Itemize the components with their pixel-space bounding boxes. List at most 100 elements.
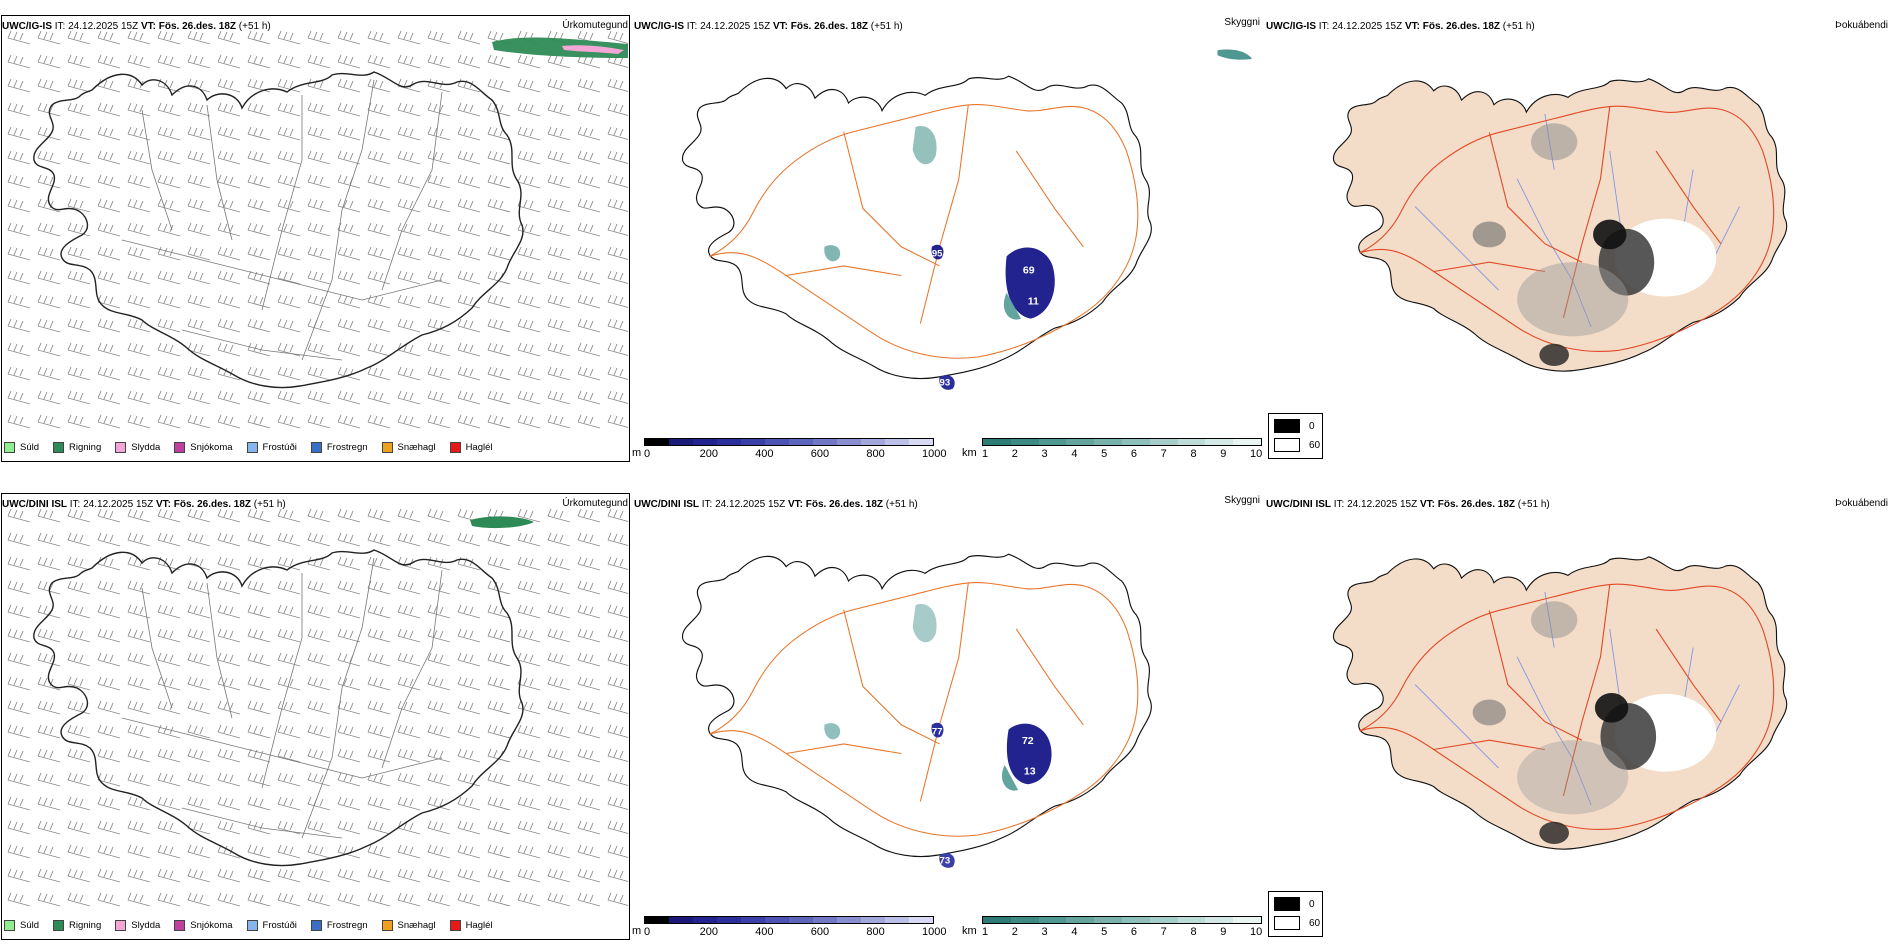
wind-barb bbox=[157, 748, 181, 763]
wind-barb bbox=[337, 342, 361, 357]
legend-label: Snjókoma bbox=[190, 919, 233, 931]
wind-barb bbox=[217, 246, 241, 261]
it-value: 24.12.2025 15Z bbox=[1347, 499, 1418, 510]
wind-barb bbox=[277, 270, 301, 285]
wind-barb bbox=[157, 318, 181, 333]
wind-barb bbox=[487, 198, 511, 213]
wind-barb bbox=[457, 126, 481, 141]
wind-barb bbox=[187, 294, 211, 309]
colorbar-segment bbox=[717, 917, 741, 923]
wind-barb bbox=[217, 772, 241, 787]
wind-barb bbox=[397, 198, 421, 213]
wind-barb bbox=[37, 270, 61, 285]
wind-barb bbox=[277, 246, 301, 261]
wind-barb bbox=[7, 222, 31, 237]
wind-barb bbox=[247, 556, 271, 571]
wind-barb bbox=[397, 54, 421, 69]
wind-barb bbox=[487, 246, 511, 261]
wind-barb bbox=[577, 676, 601, 691]
wind-barb bbox=[337, 604, 361, 619]
colorbar-segment bbox=[909, 917, 933, 923]
wind-barb bbox=[427, 844, 451, 859]
wind-barb bbox=[457, 820, 481, 835]
wind-barb bbox=[517, 676, 541, 691]
wind-barb bbox=[547, 390, 571, 405]
wind-barb bbox=[247, 270, 271, 285]
wind-barb bbox=[517, 820, 541, 835]
it-label: IT: bbox=[1333, 499, 1345, 510]
wind-barb bbox=[247, 366, 271, 381]
wind-barb bbox=[367, 366, 391, 381]
wind-barb bbox=[127, 126, 151, 141]
wind-barb bbox=[337, 222, 361, 237]
lead-time: (+51 h) bbox=[238, 21, 271, 32]
fog-field bbox=[1472, 601, 1717, 845]
wind-barb bbox=[427, 508, 451, 523]
wind-barb bbox=[157, 126, 181, 141]
legend-swatch bbox=[174, 919, 186, 931]
legend-swatch bbox=[246, 919, 258, 931]
wind-barb bbox=[307, 868, 331, 883]
legend-label: Snæhagl bbox=[397, 441, 436, 453]
wind-barb bbox=[247, 198, 271, 213]
legend-swatch bbox=[53, 441, 65, 453]
wind-barb bbox=[97, 604, 121, 619]
wind-barb bbox=[397, 342, 421, 357]
wind-barb bbox=[367, 628, 391, 643]
wind-barb bbox=[37, 30, 61, 45]
wind-barb bbox=[337, 198, 361, 213]
wind-barb bbox=[337, 820, 361, 835]
wind-barb bbox=[67, 198, 91, 213]
lead-time: (+51 h) bbox=[1502, 21, 1535, 32]
wind-barb bbox=[397, 318, 421, 333]
wind-barb bbox=[397, 892, 421, 907]
wind-barb bbox=[607, 580, 628, 594]
wind-barb bbox=[367, 390, 391, 405]
wind-barb bbox=[247, 78, 271, 93]
wind-barb bbox=[367, 676, 391, 691]
wind-barb bbox=[7, 174, 31, 189]
wind-barb bbox=[37, 892, 61, 907]
wind-barb bbox=[127, 652, 151, 667]
wind-barb bbox=[37, 366, 61, 381]
wind-barb bbox=[157, 150, 181, 165]
wind-barb bbox=[127, 604, 151, 619]
fog-legend-item: 0 bbox=[1274, 419, 1315, 433]
wind-barb bbox=[217, 174, 241, 189]
wind-barb bbox=[97, 414, 121, 429]
wind-barb bbox=[577, 556, 601, 571]
wind-barb bbox=[427, 78, 451, 93]
wind-barb bbox=[547, 628, 571, 643]
wind-barb bbox=[97, 844, 121, 859]
wind-barb bbox=[457, 508, 481, 523]
wind-barb bbox=[427, 556, 451, 571]
precip-legend-item: Snæhagl bbox=[381, 919, 436, 931]
wind-barb bbox=[277, 892, 301, 907]
wind-barb bbox=[337, 270, 361, 285]
wind-barb bbox=[517, 868, 541, 883]
wind-barb bbox=[487, 532, 511, 547]
legend-swatch bbox=[246, 441, 258, 453]
wind-barb bbox=[427, 366, 451, 381]
wind-barb bbox=[577, 700, 601, 715]
wind-barb bbox=[367, 532, 391, 547]
wind-barb bbox=[337, 628, 361, 643]
legend-label: Frostregn bbox=[326, 919, 368, 931]
wind-barb bbox=[277, 700, 301, 715]
visibility-colorbar: km 1 2 3 4 5 6 7 8 9 10 bbox=[962, 916, 1267, 938]
wind-barb bbox=[337, 294, 361, 309]
wind-barb bbox=[37, 78, 61, 93]
wind-barb bbox=[487, 150, 511, 165]
wind-barb bbox=[427, 652, 451, 667]
wind-barb bbox=[127, 556, 151, 571]
wind-barb bbox=[367, 246, 391, 261]
wind-barb bbox=[187, 724, 211, 739]
legend-label: Frostregn bbox=[326, 441, 368, 453]
wind-barb bbox=[277, 724, 301, 739]
wind-barb bbox=[7, 54, 31, 69]
colorbar-unit: km bbox=[962, 447, 977, 459]
wind-barb bbox=[457, 318, 481, 333]
wind-barb bbox=[157, 772, 181, 787]
wind-barb bbox=[277, 748, 301, 763]
wind-barb bbox=[217, 892, 241, 907]
